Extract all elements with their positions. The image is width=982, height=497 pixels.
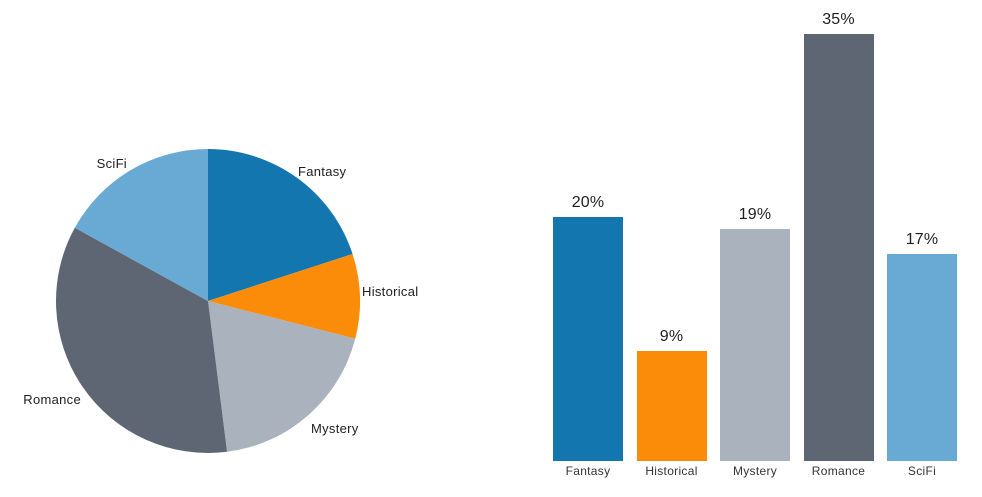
bar-fantasy — [553, 217, 623, 461]
bar-mystery — [720, 229, 790, 461]
pie-label-mystery: Mystery — [311, 421, 359, 436]
bar-axis-label-scifi: SciFi — [907, 464, 937, 478]
bar-value-mystery: 19% — [738, 206, 772, 224]
bar-axis-label-mystery: Mystery — [732, 464, 778, 478]
pie-slice-romance — [55, 227, 228, 453]
bar-axis-label-historical: Historical — [645, 464, 698, 478]
bar-historical — [636, 351, 707, 461]
bar-value-fantasy: 20% — [571, 194, 605, 211]
bar-value-historical: 9% — [659, 328, 684, 346]
pie-slice-scifi — [74, 148, 208, 301]
pie-label-fantasy: Fantasy — [298, 164, 347, 179]
bar-value-romance: 35% — [822, 11, 855, 28]
bar-axis-label-romance: Romance — [811, 464, 866, 478]
bar-scifi — [887, 253, 957, 461]
pie-label-scifi: SciFi — [97, 156, 127, 171]
pie-slice-mystery — [208, 301, 356, 452]
pie-slice-historical — [208, 254, 360, 339]
pie-label-historical: Historical — [362, 284, 418, 299]
bar-value-scifi: 17% — [905, 230, 939, 248]
pie-label-romance: Romance — [23, 392, 81, 407]
bar-axis-label-fantasy: Fantasy — [565, 464, 611, 478]
bar-romance — [803, 34, 874, 461]
pie-chart: Fantasy Historical Mystery Romance SciFi — [23, 148, 418, 453]
pie-slice-fantasy — [208, 149, 353, 301]
